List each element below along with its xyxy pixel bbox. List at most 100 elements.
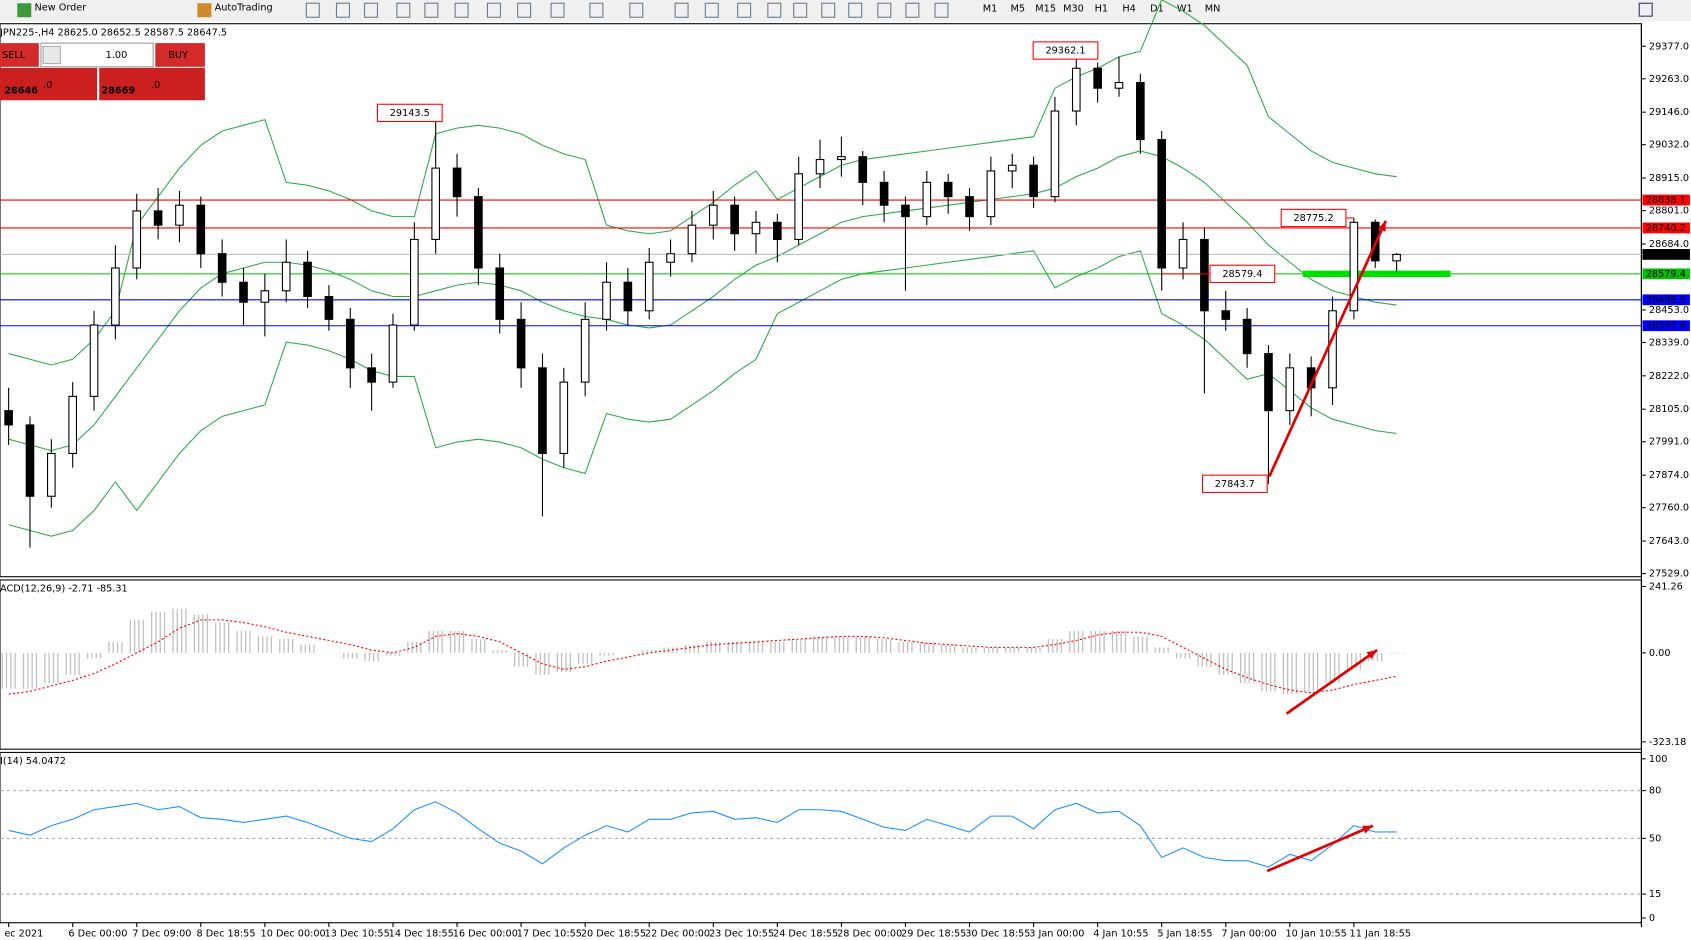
candle-body: [1242, 318, 1252, 355]
level-tag: [1642, 194, 1690, 206]
price-label: 27843.7: [1215, 479, 1255, 490]
timeframe-button[interactable]: H1: [1095, 4, 1108, 15]
toolbar-icon[interactable]: [767, 2, 782, 18]
macd-bar: [988, 647, 990, 653]
macd-bar: [561, 652, 563, 673]
macd-bar: [108, 641, 110, 653]
macd-bar: [919, 641, 921, 653]
macd-bar: [774, 641, 776, 653]
y-tick-label: 27874.0: [1649, 470, 1689, 481]
macd-bar: [689, 644, 691, 653]
candle-body: [260, 290, 270, 303]
macd-bar: [821, 636, 823, 653]
y-tick-label: 100: [1649, 754, 1668, 765]
macd-bar: [86, 652, 89, 659]
x-tick-label: 10 Jan 10:55: [1286, 929, 1347, 940]
timeframe-button[interactable]: MN: [1205, 4, 1221, 15]
macd-bar: [590, 652, 593, 664]
macd-bar: [599, 652, 601, 656]
toolbar-icon[interactable]: [877, 2, 892, 18]
toolbar-icon[interactable]: [486, 2, 501, 18]
buy-button[interactable]: [155, 43, 205, 67]
toolbar-icon[interactable]: [396, 2, 411, 18]
macd-bar: [608, 652, 610, 656]
timeframe-button[interactable]: H4: [1122, 4, 1135, 15]
macd-bar: [945, 644, 947, 653]
timeframe-button[interactable]: M15: [1035, 4, 1056, 15]
timeframe-button[interactable]: M30: [1063, 4, 1084, 15]
macd-bar: [864, 636, 866, 653]
price-label: 28579.4: [1222, 269, 1262, 280]
macd-bar: [449, 630, 452, 653]
sell-digits: .0: [43, 80, 52, 91]
x-tick-label: 20 Dec 18:55: [581, 929, 646, 940]
macd-bar: [911, 641, 913, 653]
timeframe-button[interactable]: M5: [1011, 4, 1026, 15]
toolbar-button[interactable]: AutoTrading: [215, 3, 273, 14]
macd-bar: [727, 641, 729, 653]
x-tick-label: ec 2021: [4, 929, 43, 940]
macd-bar: [249, 630, 251, 653]
lots-value[interactable]: 1.00: [106, 50, 128, 61]
y-tick-label: 15: [1649, 889, 1661, 900]
sell-label[interactable]: SELL: [2, 50, 26, 61]
toolbar-icon: [17, 3, 32, 18]
macd-bar: [983, 647, 986, 653]
search-icon[interactable]: [1638, 2, 1653, 17]
toolbar-icon[interactable]: [905, 2, 920, 18]
toolbar-icon[interactable]: [305, 2, 320, 18]
macd-bar: [582, 652, 584, 664]
timeframe-button[interactable]: D1: [1150, 4, 1164, 15]
toolbar-icon[interactable]: [589, 2, 604, 18]
macd-bar: [1346, 652, 1349, 670]
candle-body: [1221, 310, 1231, 320]
toolbar-button[interactable]: New Order: [35, 3, 87, 14]
price-label-box: [376, 103, 443, 123]
candle-body: [773, 221, 782, 240]
toolbar-icon[interactable]: [454, 2, 469, 18]
lots-input[interactable]: [40, 42, 154, 68]
level-label: 28397.6: [1646, 321, 1686, 332]
macd-bar: [1304, 652, 1306, 692]
macd-bar: [569, 652, 571, 673]
toolbar-icon[interactable]: [550, 2, 565, 18]
buy-price-box[interactable]: [99, 67, 205, 101]
toolbar-icon[interactable]: [821, 2, 836, 18]
macd-bar: [800, 639, 802, 653]
sell-button[interactable]: [0, 43, 39, 67]
macd-bar: [172, 608, 174, 653]
toolbar-icon[interactable]: [424, 2, 439, 18]
macd-bar: [1167, 647, 1169, 653]
macd-bar: [193, 614, 195, 653]
toolbar-icon[interactable]: [363, 2, 378, 18]
lots-spin[interactable]: [42, 45, 61, 65]
toolbar-icon[interactable]: [629, 2, 644, 18]
macd-bar: [496, 650, 499, 653]
macd-bar: [1141, 636, 1144, 653]
toolbar-icon[interactable]: [704, 2, 719, 18]
candle-body: [794, 173, 804, 240]
toolbar-icon[interactable]: [848, 2, 863, 18]
macd-bar: [966, 647, 969, 653]
toolbar-icon[interactable]: [517, 2, 532, 18]
timeframe-button[interactable]: M1: [983, 4, 998, 15]
macd-bar: [1381, 652, 1383, 662]
sell-price-box[interactable]: [0, 67, 98, 101]
toolbar-icon[interactable]: [674, 2, 689, 18]
bollinger-upper: [8, 0, 1397, 366]
macd-bar: [262, 636, 264, 653]
macd-bar: [202, 614, 204, 653]
toolbar-icon[interactable]: [934, 2, 949, 18]
macd-bar: [44, 652, 46, 684]
macd-bar: [14, 652, 16, 689]
timeframe-button[interactable]: W1: [1177, 4, 1193, 15]
buy-label[interactable]: BUY: [168, 50, 188, 61]
macd-bar: [1184, 652, 1186, 659]
macd-bar: [646, 650, 648, 653]
macd-bar: [1210, 652, 1212, 667]
macd-bar: [697, 644, 700, 653]
toolbar-icon[interactable]: [737, 2, 752, 18]
candle-body: [25, 424, 35, 497]
toolbar-icon[interactable]: [793, 2, 808, 18]
toolbar-icon[interactable]: [335, 2, 350, 18]
